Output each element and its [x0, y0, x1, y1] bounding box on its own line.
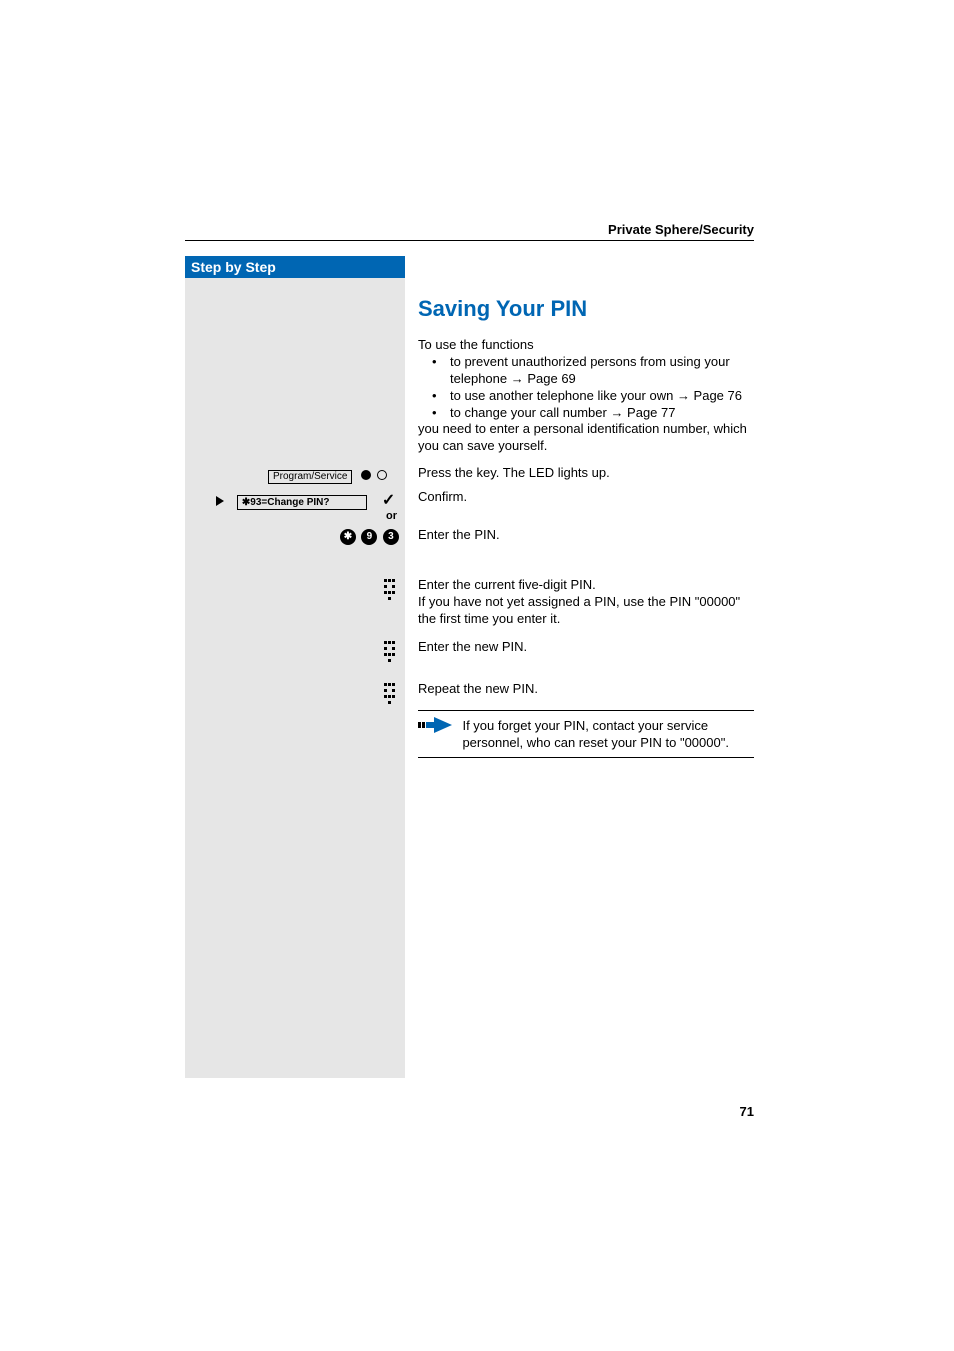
or-label-row: or	[386, 506, 397, 524]
enter-current-l2: If you have not yet assigned a PIN, use …	[418, 593, 754, 627]
enter-current-l1: Enter the current five-digit PIN.	[418, 576, 754, 593]
keypad-icon	[384, 576, 396, 600]
bullet-text: to change your call number	[450, 405, 610, 420]
intro-text: To use the functions	[418, 336, 754, 353]
arrow-icon: →	[677, 388, 690, 403]
arrow-icon: →	[511, 371, 524, 386]
bullet-text-after: Page 77	[623, 405, 675, 420]
key-3: 3	[383, 529, 399, 545]
bullet-item: to use another telephone like your own →…	[418, 387, 754, 404]
repeat-new-text: Repeat the new PIN.	[418, 680, 754, 697]
key-star: ✱	[340, 529, 356, 545]
para-after-bullets: you need to enter a personal identificat…	[418, 420, 754, 454]
enter-pin-text: Enter the PIN.	[418, 526, 754, 543]
step-by-step-bar: Step by Step	[185, 256, 405, 278]
program-service-label: Program/Service	[268, 470, 352, 484]
bullet-text: to use another telephone like your own	[450, 388, 677, 403]
program-service-key: Program/Service	[268, 466, 387, 484]
or-label: or	[386, 510, 397, 522]
keypad-icon	[384, 638, 396, 662]
page-number: 71	[740, 1104, 754, 1119]
bullet-text: to prevent unauthorized persons from usi…	[450, 354, 730, 386]
header-rule	[185, 240, 754, 241]
keypad-icon-2	[384, 638, 396, 667]
keypad-icon	[384, 680, 396, 704]
header-section-label: Private Sphere/Security	[608, 222, 754, 237]
keypad-icon-3	[384, 680, 396, 709]
arrow-icon: →	[610, 405, 623, 420]
bullet-item: to prevent unauthorized persons from usi…	[418, 353, 754, 387]
page-heading: Saving Your PIN	[418, 296, 754, 322]
note-text: If you forget your PIN, contact your ser…	[462, 717, 752, 751]
led-off-icon	[377, 470, 387, 480]
press-key-text: Press the key. The LED lights up.	[418, 464, 754, 481]
bullet-item: to change your call number → Page 77	[418, 404, 754, 421]
lcd-display: ✱93=Change PIN?	[237, 495, 367, 510]
bullet-text-after: Page 69	[524, 371, 576, 386]
note-box: If you forget your PIN, contact your ser…	[418, 710, 754, 758]
confirm-text: Confirm.	[418, 488, 754, 505]
select-triangle-icon	[216, 496, 224, 506]
key-sequence: ✱ 9 3	[340, 526, 400, 545]
bullet-text-after: Page 76	[690, 388, 742, 403]
bullet-list: to prevent unauthorized persons from usi…	[418, 353, 754, 421]
keypad-icon-1	[384, 576, 396, 605]
step-by-step-column	[185, 278, 405, 1078]
led-on-icon	[361, 470, 371, 480]
note-arrow-icon	[418, 717, 452, 733]
enter-new-text: Enter the new PIN.	[418, 638, 754, 655]
lcd-confirm-row: ✱93=Change PIN? ✓	[216, 490, 395, 510]
key-9: 9	[361, 529, 377, 545]
